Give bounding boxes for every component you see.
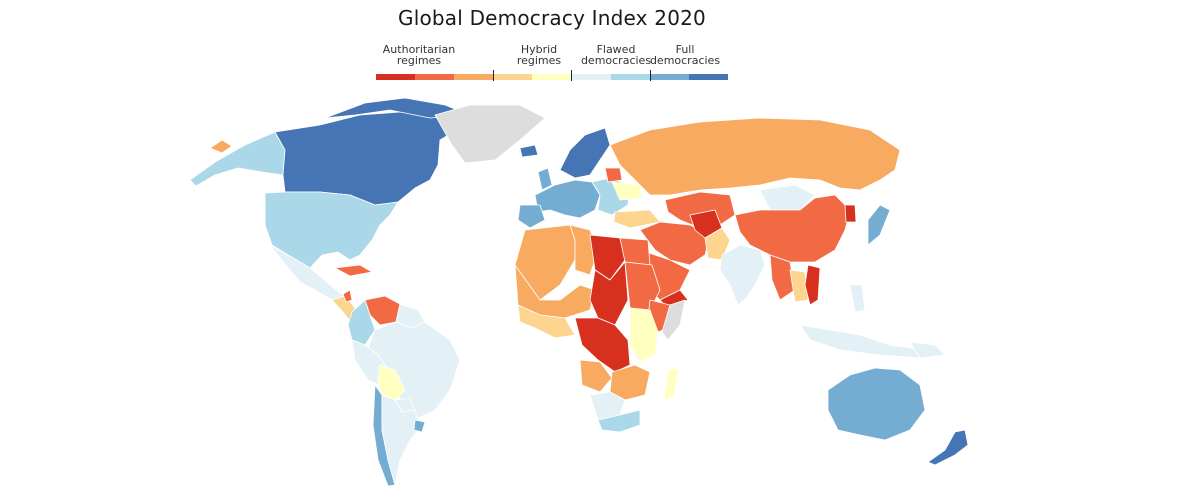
region-iceland [519, 144, 539, 158]
region-argentina [381, 394, 421, 486]
legend-label-full: Full democracies [649, 43, 721, 67]
region-canada [274, 111, 471, 206]
region-uruguay [413, 419, 426, 433]
region-central-africa [574, 317, 631, 373]
region-libya [589, 234, 626, 281]
region-scandinavia [559, 127, 611, 179]
legend-swatch [454, 74, 494, 80]
legend-swatch [571, 74, 611, 80]
legend-swatch [649, 74, 689, 80]
region-india [719, 244, 766, 306]
legend-tick-full [650, 70, 651, 81]
region-new-zealand [927, 429, 969, 466]
region-west-africa-coast [517, 304, 576, 339]
legend-swatch [415, 74, 455, 80]
region-east-africa [629, 307, 659, 363]
region-madagascar [663, 367, 679, 403]
region-angola [579, 359, 613, 393]
region-russia [609, 117, 901, 196]
region-cuba [334, 264, 373, 277]
region-colombia [347, 299, 376, 346]
region-png [909, 341, 946, 359]
region-egypt [619, 237, 651, 266]
region-iberia [517, 204, 546, 229]
region-middle-east [639, 221, 711, 266]
region-south-africa [597, 409, 641, 433]
region-somalia [661, 299, 686, 341]
region-alaska [189, 131, 286, 187]
region-china [734, 194, 851, 263]
legend-label-authoritarian: Authoritarian regimes [382, 43, 456, 67]
legend-swatch [688, 74, 728, 80]
region-alaska-west [209, 139, 233, 154]
region-nicaragua [342, 289, 353, 303]
region-namibia-botswana [589, 391, 626, 421]
legend-color-bar [376, 74, 728, 80]
region-indonesia [799, 324, 926, 359]
legend-tick-hybrid [493, 70, 494, 81]
region-greenland [434, 104, 546, 164]
legend-label-flawed: Flawed democracies [580, 43, 652, 67]
region-western-europe [534, 179, 601, 219]
legend-swatch [376, 74, 416, 80]
legend: Authoritarian regimes Hybrid regimes Fla… [376, 44, 728, 84]
legend-swatch [493, 74, 533, 80]
legend-swatch [532, 74, 572, 80]
region-turkey [613, 209, 661, 229]
region-japan [867, 204, 891, 246]
region-pakistan [704, 227, 731, 261]
region-myanmar [769, 254, 796, 301]
region-mongolia [759, 184, 816, 211]
legend-swatch [610, 74, 650, 80]
legend-label-hybrid: Hybrid regimes [516, 43, 562, 67]
region-chad [589, 261, 629, 326]
legend-tick-flawed [571, 70, 572, 81]
region-ukraine [611, 181, 643, 201]
region-belarus [604, 167, 623, 183]
region-philippines [849, 284, 866, 313]
region-thailand [789, 269, 809, 303]
region-vietnam [804, 264, 821, 306]
region-uk [537, 167, 553, 191]
map-title: Global Democracy Index 2020 [398, 6, 706, 30]
region-north-korea [844, 204, 857, 223]
region-australia [827, 367, 926, 441]
